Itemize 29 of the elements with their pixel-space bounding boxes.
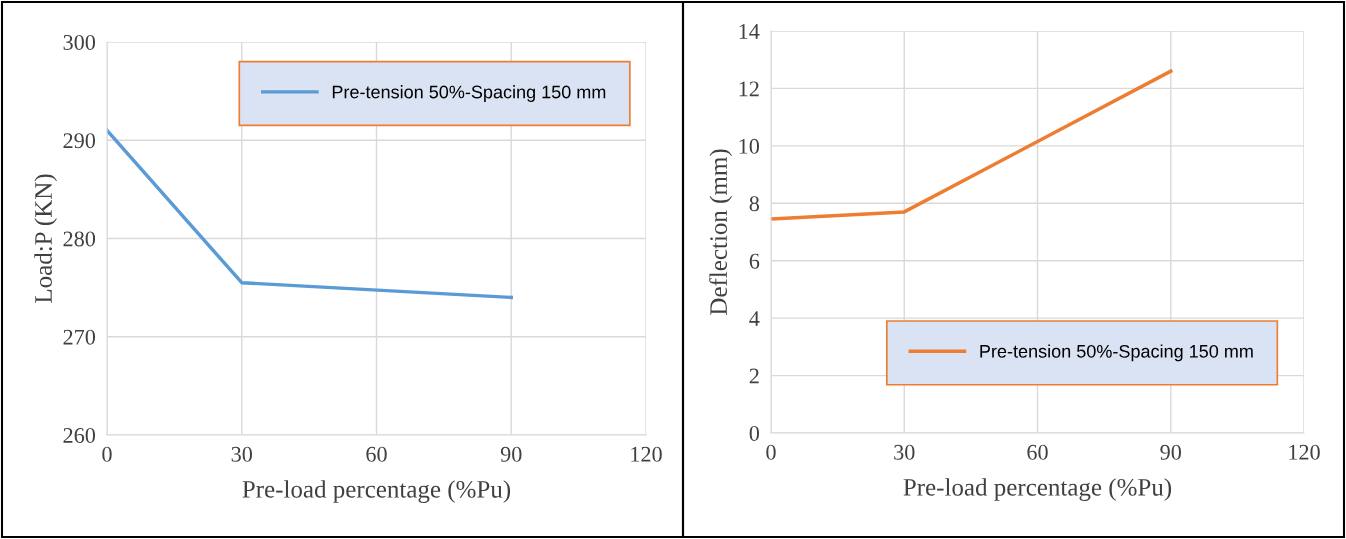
x-tick-label: 30 — [231, 446, 253, 462]
y-axis-title: Deflection (mm) — [709, 149, 733, 315]
y-tick-label: 270 — [63, 329, 96, 345]
y-tick-label: 12 — [739, 81, 759, 97]
x-tick-label: 30 — [894, 444, 915, 460]
y-axis-title: Load:P (KN) — [34, 174, 57, 303]
y-tick-label: 6 — [749, 253, 760, 269]
x-tick-label: 60 — [366, 446, 387, 462]
y-tick-label: 260 — [63, 427, 96, 443]
x-tick-label: 90 — [1160, 444, 1182, 460]
y-tick-label: 2 — [749, 368, 759, 384]
x-tick-label: 60 — [1027, 444, 1048, 460]
x-tick-label: 0 — [102, 446, 112, 462]
x-tick-label: 90 — [500, 446, 522, 462]
x-tick-label: 120 — [631, 446, 662, 462]
legend-label: Pre-tension 50%-Spacing 150 mm — [332, 85, 606, 102]
y-tick-label: 14 — [739, 24, 760, 39]
y-tick-label: 290 — [63, 133, 96, 149]
y-tick-label: 4 — [749, 311, 760, 326]
x-tick-label: 120 — [1289, 444, 1320, 460]
y-tick-label: 280 — [63, 231, 96, 247]
legend-label: Pre-tension 50%-Spacing 150 mm — [980, 344, 1253, 362]
y-tick-label: 10 — [739, 138, 760, 154]
x-axis-title: Pre-load percentage (%Pu) — [242, 480, 511, 503]
x-axis-title: Pre-load percentage (%Pu) — [903, 478, 1172, 501]
x-tick-label: 0 — [766, 444, 776, 460]
y-tick-label: 300 — [63, 34, 96, 50]
y-tick-label: 0 — [749, 425, 760, 441]
y-tick-label: 8 — [749, 196, 760, 212]
